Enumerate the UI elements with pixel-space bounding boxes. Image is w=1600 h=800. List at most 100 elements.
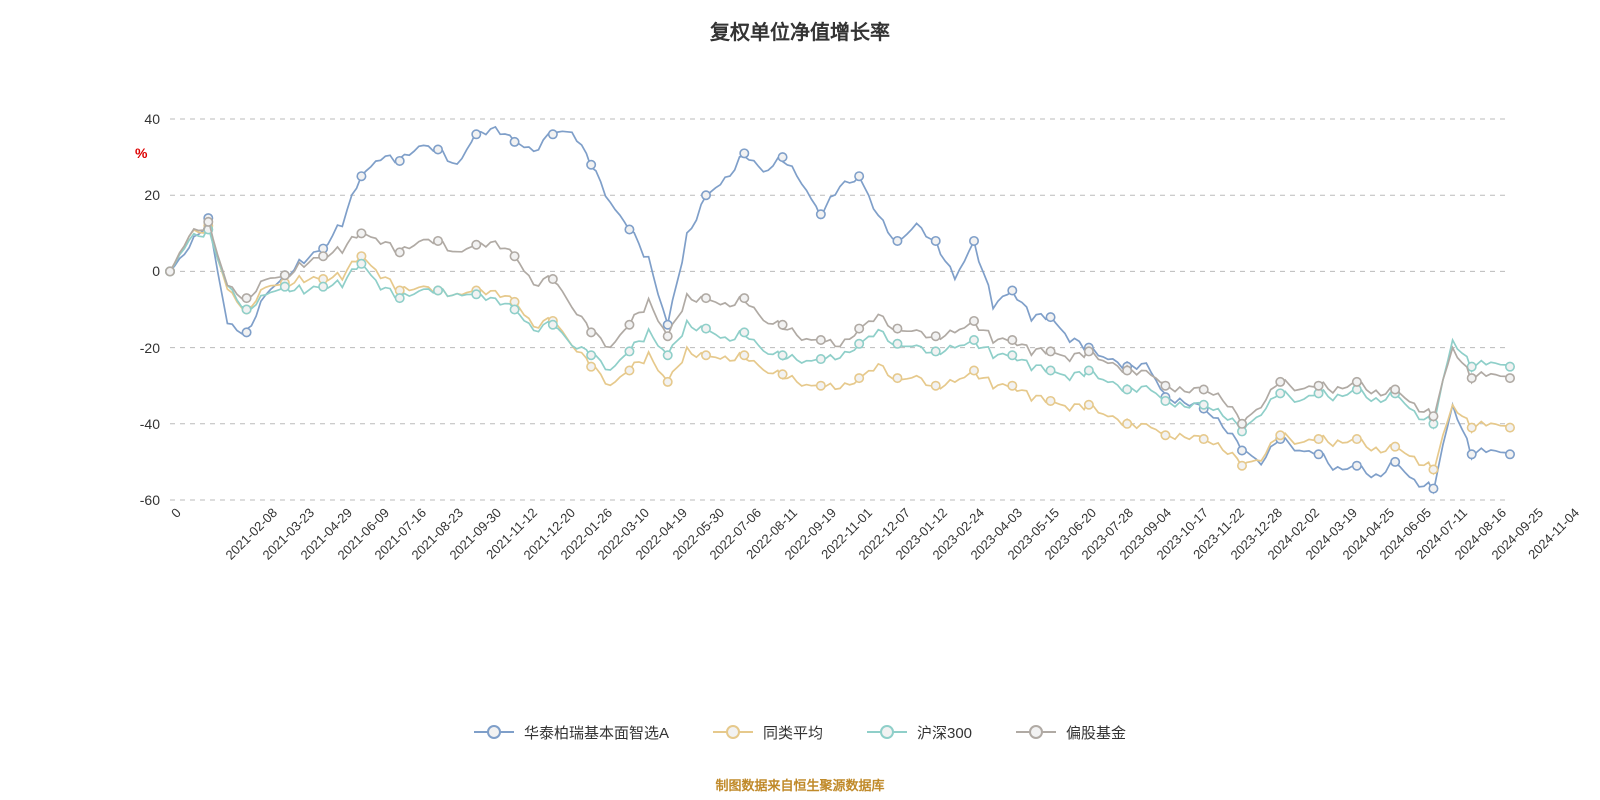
series-marker xyxy=(664,378,672,386)
series-marker xyxy=(1085,347,1093,355)
series-marker xyxy=(510,138,518,146)
series-line xyxy=(170,219,1510,425)
series-marker xyxy=(970,237,978,245)
series-marker xyxy=(357,229,365,237)
series-marker xyxy=(510,252,518,260)
series-marker xyxy=(472,241,480,249)
series-marker xyxy=(319,252,327,260)
series-line xyxy=(170,227,1510,433)
y-tick-label: -60 xyxy=(140,492,160,508)
series-marker xyxy=(396,294,404,302)
series-marker xyxy=(1276,378,1284,386)
series-marker xyxy=(549,321,557,329)
series-marker xyxy=(817,336,825,344)
series-marker xyxy=(970,336,978,344)
series-marker xyxy=(625,225,633,233)
y-tick-label: -20 xyxy=(140,340,160,356)
series-marker xyxy=(1353,378,1361,386)
series-marker xyxy=(1391,385,1399,393)
chart-title: 复权单位净值增长率 xyxy=(0,16,1600,45)
series-line xyxy=(170,127,1510,492)
series-marker xyxy=(1468,423,1476,431)
series-marker xyxy=(587,362,595,370)
series-marker xyxy=(1085,401,1093,409)
series-marker xyxy=(702,191,710,199)
series-marker xyxy=(1008,382,1016,390)
series-marker xyxy=(932,332,940,340)
y-axis: -60-40-2002040 xyxy=(0,100,165,500)
series-marker xyxy=(740,351,748,359)
series-marker xyxy=(893,340,901,348)
legend-swatch xyxy=(1016,731,1056,733)
series-marker xyxy=(817,382,825,390)
y-tick-label: -40 xyxy=(140,416,160,432)
series-marker xyxy=(1008,286,1016,294)
series-marker xyxy=(1238,446,1246,454)
series-marker xyxy=(1161,397,1169,405)
series-marker xyxy=(472,290,480,298)
series-marker xyxy=(1506,450,1514,458)
series-marker xyxy=(204,218,212,226)
series-marker xyxy=(242,305,250,313)
legend-item: 沪深300 xyxy=(867,722,972,743)
series-marker xyxy=(587,351,595,359)
series-marker xyxy=(587,328,595,336)
plot-area xyxy=(170,100,1510,500)
series-marker xyxy=(740,149,748,157)
series-marker xyxy=(1276,389,1284,397)
series-marker xyxy=(1161,431,1169,439)
series-marker xyxy=(740,294,748,302)
series-marker xyxy=(855,374,863,382)
y-tick-label: 40 xyxy=(144,111,160,127)
legend-marker-icon xyxy=(1029,725,1043,739)
series-marker xyxy=(1238,420,1246,428)
series-marker xyxy=(1123,366,1131,374)
series-marker xyxy=(855,172,863,180)
series-marker xyxy=(434,237,442,245)
legend-marker-icon xyxy=(880,725,894,739)
series-marker xyxy=(281,271,289,279)
legend-label: 同类平均 xyxy=(763,722,823,743)
series-marker xyxy=(1314,382,1322,390)
y-tick-label: 0 xyxy=(152,263,160,279)
legend-swatch xyxy=(474,731,514,733)
series-marker xyxy=(1429,465,1437,473)
series-marker xyxy=(242,328,250,336)
series-marker xyxy=(625,321,633,329)
x-axis: 02021-02-082021-03-232021-04-292021-06-0… xyxy=(170,505,1510,645)
series-marker xyxy=(166,267,174,275)
series-marker xyxy=(1468,362,1476,370)
series-marker xyxy=(625,366,633,374)
series-marker xyxy=(932,382,940,390)
series-marker xyxy=(1314,435,1322,443)
series-marker xyxy=(1429,412,1437,420)
series-marker xyxy=(664,351,672,359)
series-marker xyxy=(778,153,786,161)
series-marker xyxy=(1200,401,1208,409)
series-marker xyxy=(970,366,978,374)
legend: 华泰柏瑞基本面智选A 同类平均 沪深300 偏股基金 xyxy=(0,720,1600,743)
legend-label: 偏股基金 xyxy=(1066,722,1126,743)
series-marker xyxy=(1161,382,1169,390)
series-marker xyxy=(1008,336,1016,344)
series-marker xyxy=(1008,351,1016,359)
x-tick-label: 0 xyxy=(168,505,184,521)
series-marker xyxy=(357,172,365,180)
series-marker xyxy=(893,237,901,245)
series-marker xyxy=(893,374,901,382)
series-marker xyxy=(740,328,748,336)
series-marker xyxy=(1314,450,1322,458)
series-marker xyxy=(1046,366,1054,374)
series-marker xyxy=(1200,435,1208,443)
legend-item: 华泰柏瑞基本面智选A xyxy=(474,722,669,743)
series-marker xyxy=(778,370,786,378)
series-marker xyxy=(1238,462,1246,470)
series-marker xyxy=(817,210,825,218)
series-marker xyxy=(1046,313,1054,321)
series-marker xyxy=(625,347,633,355)
series-marker xyxy=(702,351,710,359)
series-marker xyxy=(242,294,250,302)
series-marker xyxy=(1046,397,1054,405)
series-marker xyxy=(510,305,518,313)
series-marker xyxy=(702,324,710,332)
